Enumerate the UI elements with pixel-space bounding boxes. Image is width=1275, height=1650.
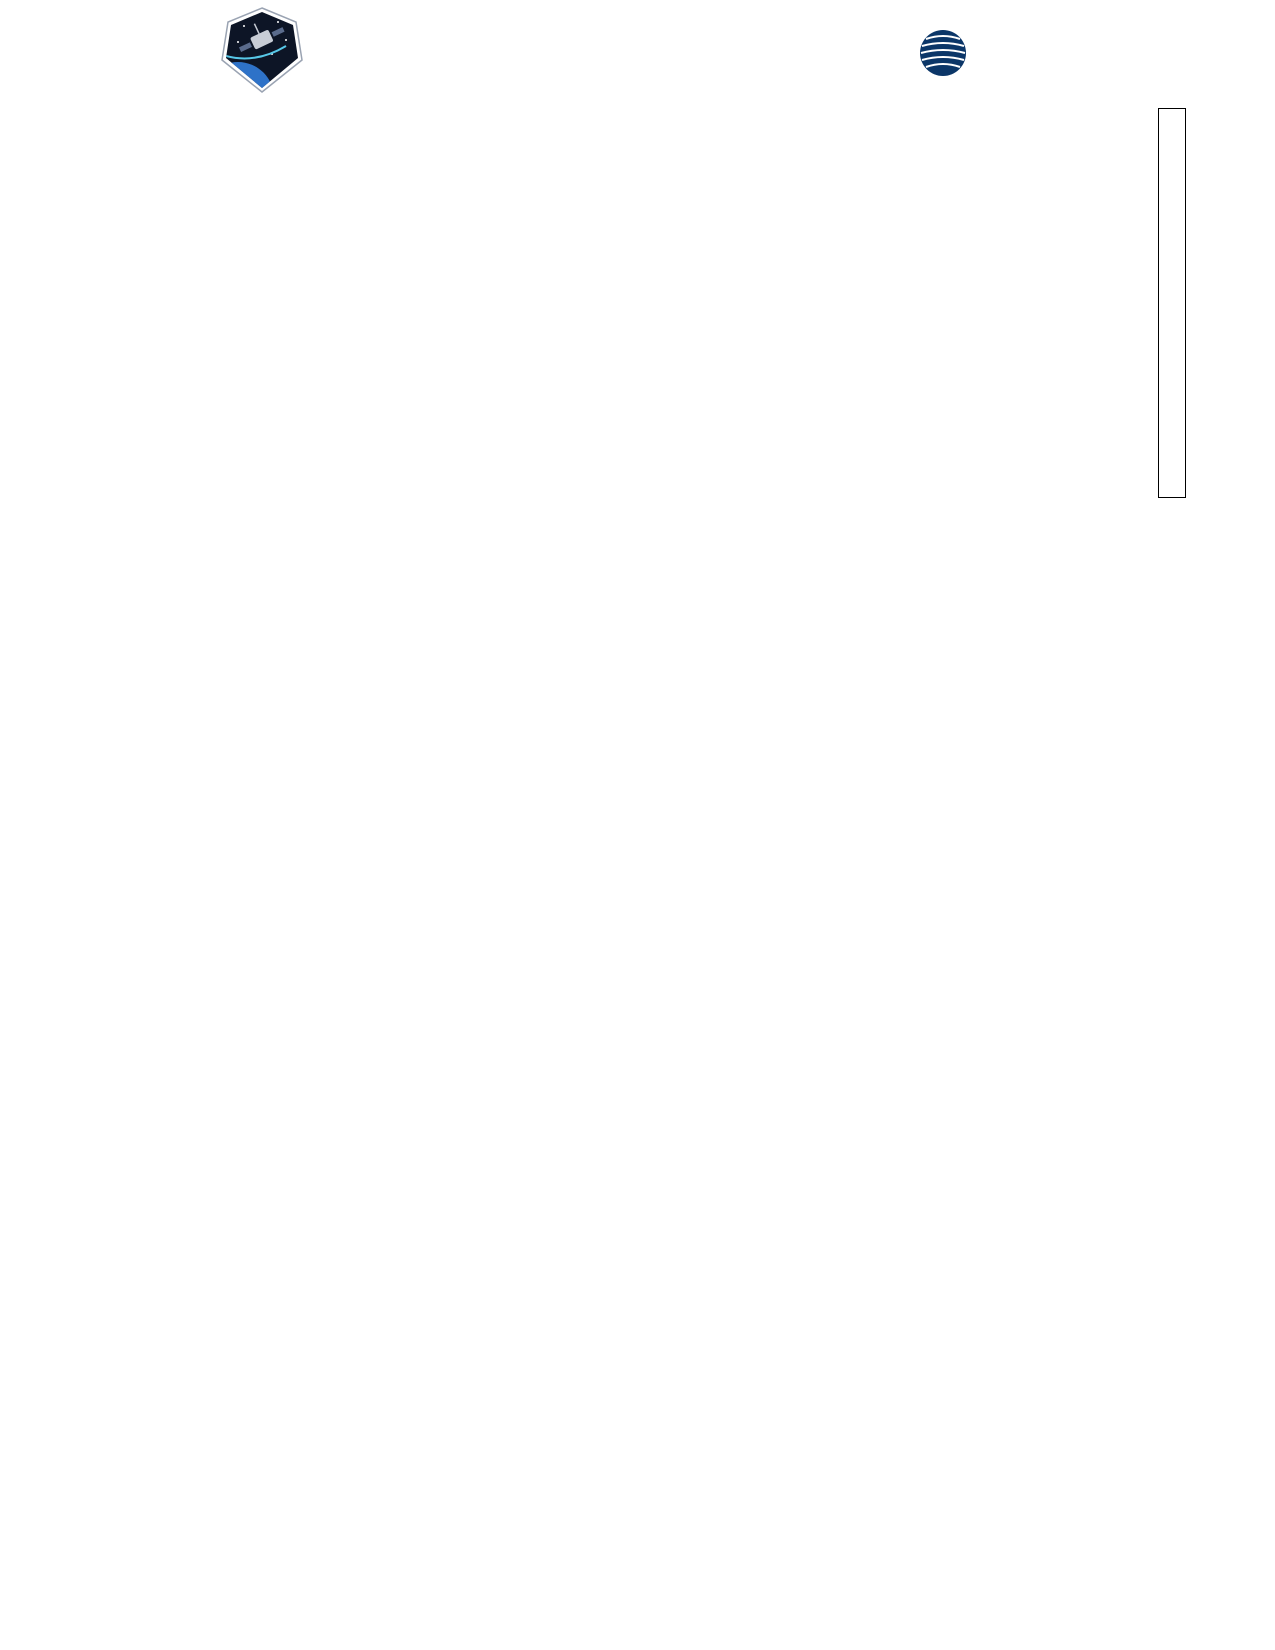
cassiope-mission-patch [221, 7, 303, 93]
esa-logo [920, 30, 966, 76]
title-block [330, 30, 910, 38]
esa-globe-icon [920, 30, 966, 76]
colorbar [1158, 108, 1186, 498]
satellite-icon [238, 23, 285, 52]
ephemeris-table [0, 1407, 1275, 1539]
orbit-swoosh-icon [226, 45, 287, 60]
earth-icon [226, 62, 274, 88]
